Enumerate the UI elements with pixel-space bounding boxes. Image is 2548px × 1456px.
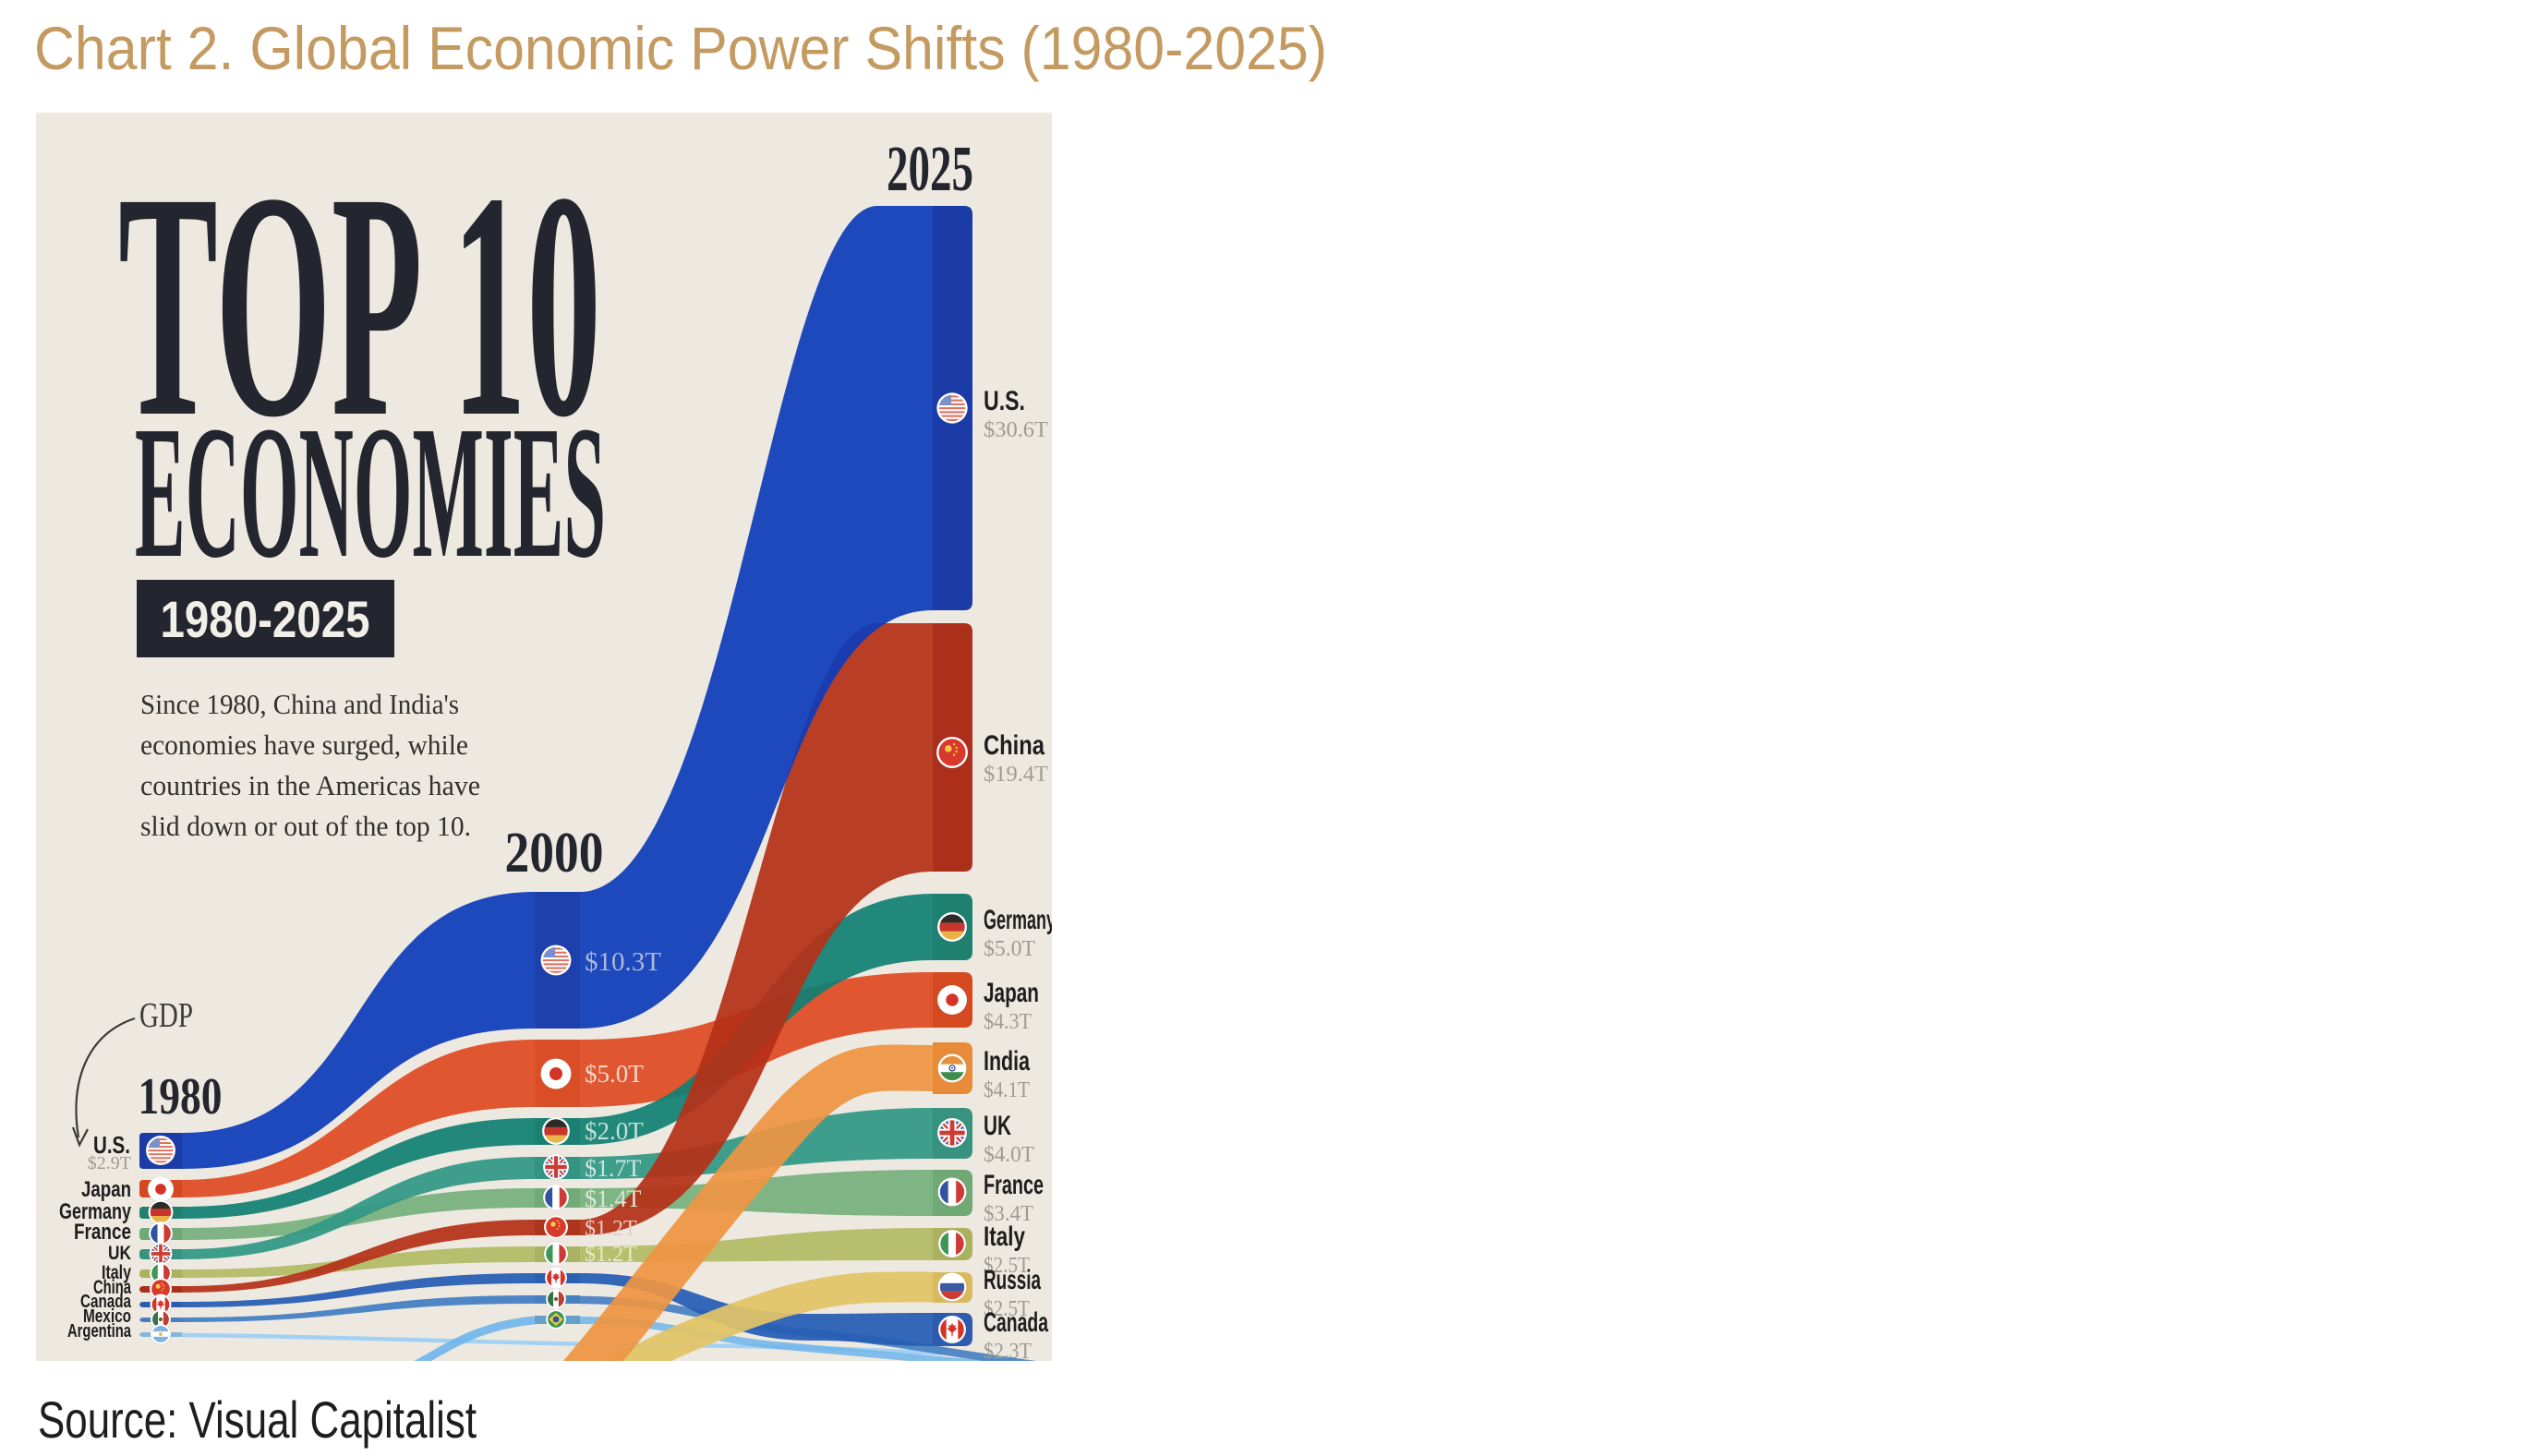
svg-text:U.S.: U.S. <box>984 386 1025 416</box>
svg-text:$4.0T: $4.0T <box>984 1143 1034 1167</box>
svg-text:$2.5T: $2.5T <box>984 1297 1030 1321</box>
svg-text:Canada: Canada <box>80 1292 132 1312</box>
svg-text:Canada: Canada <box>984 1307 1048 1338</box>
svg-text:Japan: Japan <box>81 1177 131 1202</box>
svg-text:$5.0T: $5.0T <box>984 937 1035 961</box>
svg-text:$4.1T: $4.1T <box>984 1078 1030 1102</box>
svg-text:$2.9T: $2.9T <box>88 1153 131 1173</box>
svg-text:countries in the Americas have: countries in the Americas have <box>140 769 480 801</box>
svg-text:$2.0T: $2.0T <box>585 1117 644 1145</box>
svg-text:UK: UK <box>108 1243 131 1264</box>
svg-text:$30.6T: $30.6T <box>984 418 1048 442</box>
svg-text:$1.7T: $1.7T <box>585 1155 642 1182</box>
svg-text:U.S.: U.S. <box>93 1131 130 1159</box>
svg-text:GDP: GDP <box>139 996 193 1035</box>
svg-text:2025: 2025 <box>887 134 973 205</box>
svg-text:2000: 2000 <box>505 822 604 884</box>
svg-text:$2.5T: $2.5T <box>984 1254 1030 1278</box>
svg-text:1980: 1980 <box>139 1068 223 1125</box>
svg-text:1980-2025: 1980-2025 <box>161 590 370 648</box>
svg-text:India: India <box>984 1046 1030 1077</box>
svg-text:$4.3T: $4.3T <box>984 1010 1032 1034</box>
svg-text:Mexico: Mexico <box>83 1306 131 1327</box>
svg-text:Germany: Germany <box>984 905 1052 935</box>
svg-text:China: China <box>93 1277 131 1298</box>
svg-text:$10.3T: $10.3T <box>585 947 661 977</box>
svg-text:$19.4T: $19.4T <box>984 763 1048 787</box>
svg-text:$2.3T: $2.3T <box>984 1340 1032 1361</box>
svg-text:ECONOMIES: ECONOMIES <box>135 386 606 597</box>
svg-text:UK: UK <box>984 1111 1011 1141</box>
svg-text:Since 1980, China and India's: Since 1980, China and India's <box>140 688 459 720</box>
svg-text:Argentina: Argentina <box>67 1321 132 1342</box>
svg-text:$1.4T: $1.4T <box>585 1185 642 1212</box>
svg-text:France: France <box>984 1170 1044 1200</box>
svg-text:$1.2T: $1.2T <box>585 1243 637 1267</box>
svg-text:economies have surged, while: economies have surged, while <box>140 728 468 761</box>
svg-text:slid down or out of the top 10: slid down or out of the top 10. <box>140 810 471 842</box>
svg-text:$3.4T: $3.4T <box>984 1202 1033 1226</box>
svg-text:$1.2T: $1.2T <box>585 1217 637 1241</box>
svg-text:Germany: Germany <box>59 1199 131 1224</box>
svg-text:$5.0T: $5.0T <box>585 1060 644 1088</box>
svg-text:Japan: Japan <box>984 978 1039 1008</box>
svg-text:Italy: Italy <box>102 1262 131 1283</box>
svg-text:France: France <box>74 1220 131 1245</box>
svg-text:Italy: Italy <box>984 1221 1025 1252</box>
svg-text:China: China <box>984 730 1045 761</box>
svg-text:Russia: Russia <box>984 1265 1041 1295</box>
svg-text:TOP 10: TOP 10 <box>118 126 601 484</box>
